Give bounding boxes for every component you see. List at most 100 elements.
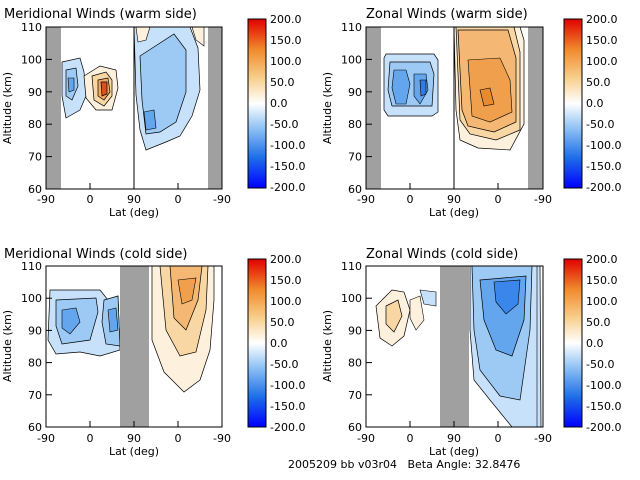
plot-area: [45, 265, 223, 428]
contour-positive: [479, 87, 495, 107]
contour-negative: [493, 279, 521, 315]
x-tick-label: -90: [357, 432, 375, 445]
colorbar-tick: -200.0: [270, 181, 305, 194]
x-tick-label: 0: [87, 193, 94, 206]
colorbar-tick: -200.0: [586, 421, 621, 434]
contour-negative: [143, 109, 157, 131]
colorbar-tick: 150.0: [586, 274, 618, 287]
y-tick-label: 60: [28, 183, 42, 196]
gray-band: [528, 27, 543, 189]
panel-meridional-cold: Meridional Winds (cold side) 110 100 90 …: [1, 247, 305, 458]
y-tick-label: 110: [341, 21, 362, 34]
colorbar-tick: 50.0: [586, 76, 611, 89]
colorbar-tick: 100.0: [270, 295, 302, 308]
y-axis-label: Altitude (km): [1, 72, 14, 144]
y-tick-label: 70: [28, 151, 42, 164]
colorbar: 200.0 150.0 100.0 50.0 0.0 -50.0 -100.0 …: [247, 253, 305, 434]
plot-area: [365, 26, 544, 190]
chart-title: Meridional Winds (warm side): [4, 7, 197, 22]
y-tick-label: 100: [21, 292, 42, 305]
plot-area: [45, 26, 223, 190]
y-tick-label: 100: [341, 292, 362, 305]
x-tick-label: 90: [447, 193, 461, 206]
x-tick-label: -90: [213, 432, 231, 445]
colorbar-tick: 0.0: [586, 337, 604, 350]
plot-area: [365, 265, 544, 428]
chart-title: Zonal Winds (warm side): [366, 7, 528, 22]
colorbar-gradient: [563, 258, 583, 428]
colorbar-tick: -150.0: [270, 160, 305, 173]
colorbar-tick: 50.0: [270, 76, 295, 89]
y-tick-label: 110: [341, 260, 362, 273]
y-tick-label: 70: [348, 151, 362, 164]
y-tick-label: 60: [348, 183, 362, 196]
contour-positive: [385, 299, 403, 333]
panel-zonal-warm: Zonal Winds (warm side) 110 100 90: [321, 7, 621, 219]
gray-band: [208, 27, 222, 189]
colorbar-gradient: [247, 258, 267, 428]
colorbar-tick: -150.0: [586, 400, 621, 413]
panel-meridional-warm: Meridional Winds (warm side): [1, 7, 305, 219]
x-tick-label: 0: [495, 193, 502, 206]
y-axis: 110 100 90 80 70 60 Altitude (km): [1, 21, 52, 196]
y-axis: 110 100 90 80 70 60 Altitude (km): [1, 260, 52, 434]
y-tick-label: 70: [348, 389, 362, 402]
x-axis: -90 0 90 0 -90 Lat (deg): [37, 421, 231, 458]
x-tick-label: -90: [213, 193, 231, 206]
contour-positive: [100, 81, 108, 97]
colorbar-tick: 100.0: [586, 55, 618, 68]
x-tick-label: 90: [127, 193, 141, 206]
x-axis: -90 0 90 0 -90 Lat (deg): [357, 421, 552, 458]
contour-negative: [67, 77, 75, 93]
y-tick-label: 80: [28, 118, 42, 131]
y-tick-label: 80: [348, 118, 362, 131]
colorbar-tick: -50.0: [270, 358, 298, 371]
colorbar-tick: -100.0: [586, 379, 621, 392]
gray-band: [120, 266, 149, 427]
x-tick-label: -90: [534, 432, 552, 445]
colorbar-tick: -150.0: [586, 160, 621, 173]
panel-zonal-cold: Zonal Winds (cold side) 110 100 90 80 70: [321, 247, 621, 458]
colorbar-tick: 50.0: [586, 316, 611, 329]
colorbar-gradient: [247, 18, 267, 189]
y-tick-label: 80: [348, 357, 362, 370]
gray-band: [440, 266, 469, 427]
colorbar-tick: 0.0: [270, 337, 288, 350]
colorbar-tick: 200.0: [270, 253, 302, 266]
x-axis: -90 0 90 0 -90 Lat (deg): [357, 183, 552, 219]
y-tick-label: 90: [348, 324, 362, 337]
x-tick-label: -90: [357, 193, 375, 206]
colorbar-tick: 0.0: [270, 97, 288, 110]
colorbar-tick: -150.0: [270, 400, 305, 413]
y-axis-label: Altitude (km): [321, 72, 334, 144]
chart-title: Meridional Winds (cold side): [4, 247, 187, 262]
x-tick-label: 0: [175, 432, 182, 445]
y-axis: 110 100 90 80 70 60 Altitude (km): [321, 21, 372, 196]
x-tick-label: 90: [127, 432, 141, 445]
gray-band: [46, 27, 61, 189]
y-tick-label: 70: [28, 389, 42, 402]
y-tick-label: 60: [28, 421, 42, 434]
y-tick-label: 90: [28, 86, 42, 99]
y-tick-label: 80: [28, 357, 42, 370]
colorbar-tick: 50.0: [270, 316, 295, 329]
y-tick-label: 100: [341, 53, 362, 66]
y-tick-label: 100: [21, 53, 42, 66]
colorbar-tick: 150.0: [270, 274, 302, 287]
colorbar-tick: 150.0: [586, 34, 618, 47]
x-axis-label: Lat (deg): [429, 206, 479, 219]
y-tick-label: 60: [348, 421, 362, 434]
colorbar: 200.0 150.0 100.0 50.0 0.0 -50.0 -100.0 …: [563, 13, 621, 194]
colorbar-tick: -50.0: [586, 118, 614, 131]
x-tick-label: -90: [37, 193, 55, 206]
contour-negative: [419, 289, 437, 307]
gray-band: [366, 27, 381, 189]
colorbar-tick: -100.0: [586, 139, 621, 152]
colorbar-tick: -50.0: [586, 358, 614, 371]
y-tick-label: 90: [28, 324, 42, 337]
contour-negative: [139, 33, 187, 135]
contour-negative: [391, 69, 411, 105]
colorbar-tick: 200.0: [586, 13, 618, 26]
colorbar: 200.0 150.0 100.0 50.0 0.0 -50.0 -100.0 …: [563, 253, 621, 434]
colorbar-tick: -100.0: [270, 379, 305, 392]
